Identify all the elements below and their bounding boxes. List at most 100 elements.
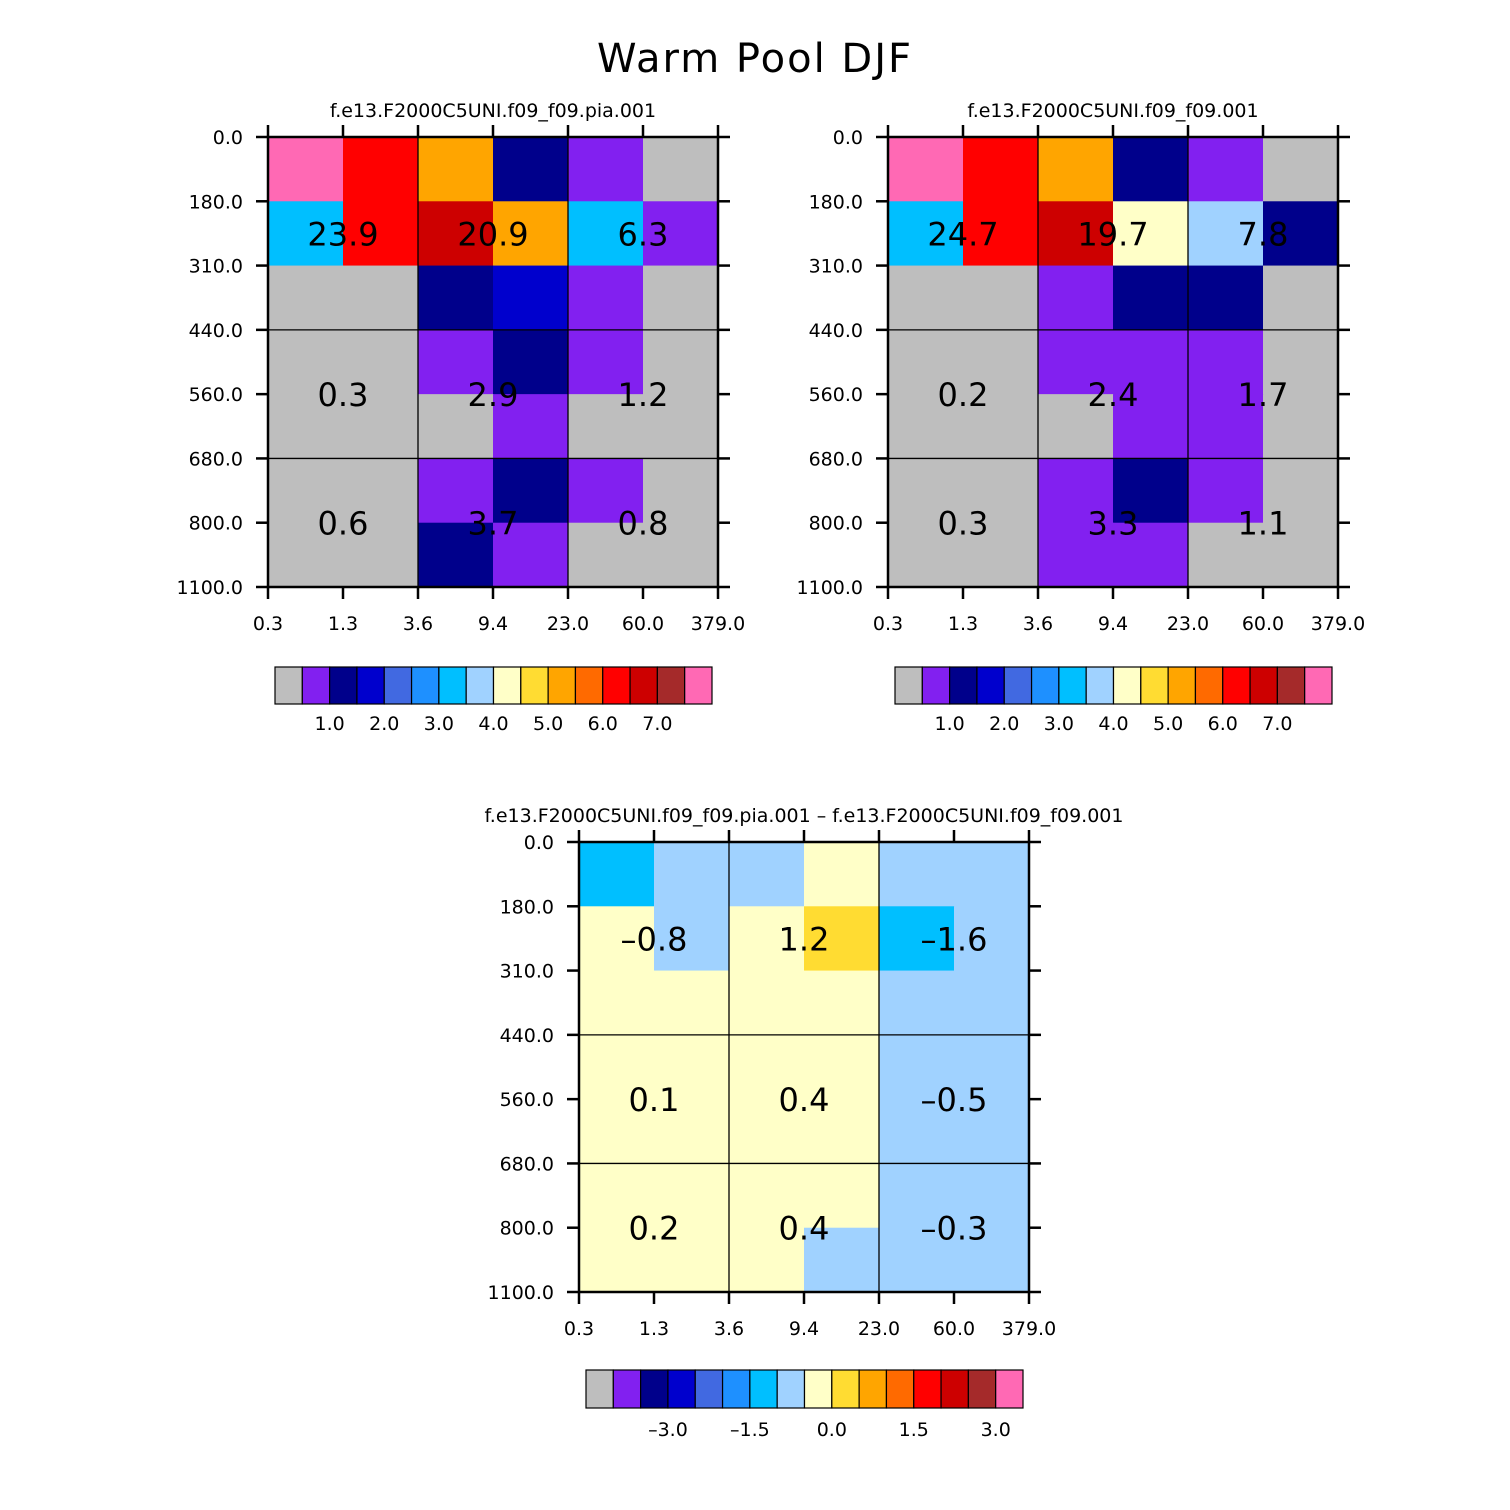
cell-value-label: –1.6 [921, 920, 988, 958]
heatmap-cell [418, 458, 494, 524]
heatmap-cell [954, 906, 1030, 972]
cell-value-label: 2.4 [1088, 376, 1139, 414]
heatmap-cell [343, 458, 419, 524]
x-tick-label: 23.0 [1167, 613, 1209, 635]
heatmap-cell [643, 265, 719, 331]
heatmap-cell [654, 1227, 730, 1293]
heatmap-cell [879, 970, 955, 1036]
y-tick-label: 1100.0 [797, 577, 863, 599]
heatmap-cell [1038, 522, 1114, 588]
heatmap-cell [643, 329, 719, 395]
colorbar-box [749, 1369, 778, 1409]
heatmap-cell [1113, 265, 1189, 331]
colorbar-box [913, 1369, 942, 1409]
heatmap-cell [654, 1099, 730, 1164]
panel-title: f.e13.F2000C5UNI.f09_f09.pia.001 [330, 100, 656, 122]
heatmap-cell [493, 522, 569, 588]
colorbar-box [465, 666, 495, 705]
heatmap-cell [1113, 458, 1189, 524]
y-tick-label: 1100.0 [488, 1282, 554, 1304]
heatmap-cell [888, 265, 964, 331]
heatmap-cell [343, 329, 419, 395]
x-tick-label: 0.3 [873, 613, 903, 635]
heatmap-cell [579, 1099, 655, 1164]
heatmap-cell [1188, 329, 1264, 395]
heatmap-cell [804, 1163, 880, 1229]
heatmap-cell [418, 137, 494, 202]
x-tick-label: 1.3 [639, 1318, 669, 1340]
colorbar-box [383, 666, 413, 705]
x-tick-label: 23.0 [858, 1318, 900, 1340]
heatmap-cell [418, 265, 494, 331]
heatmap-cell [729, 906, 805, 972]
panel-title: f.e13.F2000C5UNI.f09_f09.001 [967, 100, 1258, 122]
colorbar-label: 2.0 [989, 713, 1019, 735]
heatmap-cell [1038, 137, 1114, 202]
heatmap-cell [579, 1163, 655, 1229]
heatmap-cell [888, 458, 964, 524]
heatmap-cell [568, 522, 644, 588]
heatmap-cell [1038, 201, 1114, 267]
heatmap-cell [729, 1099, 805, 1164]
heatmap-cell [654, 906, 730, 972]
y-tick-label: 560.0 [809, 384, 863, 406]
heatmap-cell [729, 1163, 805, 1229]
heatmap-cell [343, 522, 419, 588]
heatmap-cell [579, 1034, 655, 1100]
heatmap-cell [568, 201, 644, 267]
x-tick-label: 0.3 [564, 1318, 594, 1340]
cell-value-label: 3.3 [1088, 505, 1139, 543]
heatmap-cell [804, 1099, 880, 1164]
heatmap-cell [963, 394, 1039, 459]
y-tick-label: 440.0 [809, 320, 863, 342]
heatmap-cell [804, 906, 880, 972]
cell-value-label: 0.3 [938, 505, 989, 543]
panel-control: f.e13.F2000C5UNI.f09_f09.001 24.7 19.7 7.8 0… [797, 100, 1366, 735]
heatmap-cell [268, 137, 344, 202]
colorbar-label: 7.0 [642, 713, 672, 735]
heatmap-cell [729, 1227, 805, 1293]
heatmap-cell [343, 201, 419, 267]
colorbar-label: 3.0 [424, 713, 454, 735]
heatmap-cell [1113, 201, 1189, 267]
y-tick-label: 800.0 [500, 1218, 554, 1240]
colorbar-label: 1.0 [935, 713, 965, 735]
colorbar-box [574, 666, 604, 705]
colorbar-box [885, 1369, 915, 1409]
heatmap-cell [268, 329, 344, 395]
colorbar-box [858, 1369, 888, 1409]
cell-value-label: 1.7 [1238, 376, 1289, 414]
heatmap-cell [729, 842, 805, 907]
y-tick-label: 180.0 [500, 896, 554, 918]
y-tick-label: 1100.0 [177, 577, 243, 599]
heatmap-cell [268, 522, 344, 588]
heatmap-cell [1263, 394, 1339, 459]
colorbar-box [1030, 666, 1060, 705]
colorbar-box [629, 666, 658, 705]
heatmap-cell [1038, 394, 1114, 459]
heatmap-cell [268, 394, 344, 459]
heatmap-cell [954, 970, 1030, 1036]
colorbar-box [640, 1369, 669, 1409]
colorbar-label: 4.0 [478, 713, 508, 735]
heatmap-cell [1113, 329, 1189, 395]
colorbar-box [684, 666, 713, 705]
heatmap-cell [954, 842, 1030, 907]
colorbar-box [949, 666, 978, 705]
cell-value-label: 20.9 [457, 215, 528, 253]
cell-value-label: 0.6 [318, 505, 369, 543]
heatmap-cell [963, 329, 1039, 395]
colorbar-label: 2.0 [369, 713, 399, 735]
colorbar-label: 0.0 [817, 1419, 847, 1441]
colorbar-box [1276, 666, 1306, 705]
colorbar-label: 6.0 [1208, 713, 1238, 735]
colorbar-box [921, 666, 951, 705]
cell-value-label: 24.7 [927, 215, 998, 253]
y-tick-label: 560.0 [500, 1089, 554, 1111]
x-tick-label: 3.6 [1023, 613, 1053, 635]
x-tick-label: 23.0 [547, 613, 589, 635]
colorbar-box [831, 1369, 860, 1409]
heatmap-cell [1188, 394, 1264, 459]
colorbar-box [1003, 666, 1033, 705]
heatmap-cell [888, 137, 964, 202]
